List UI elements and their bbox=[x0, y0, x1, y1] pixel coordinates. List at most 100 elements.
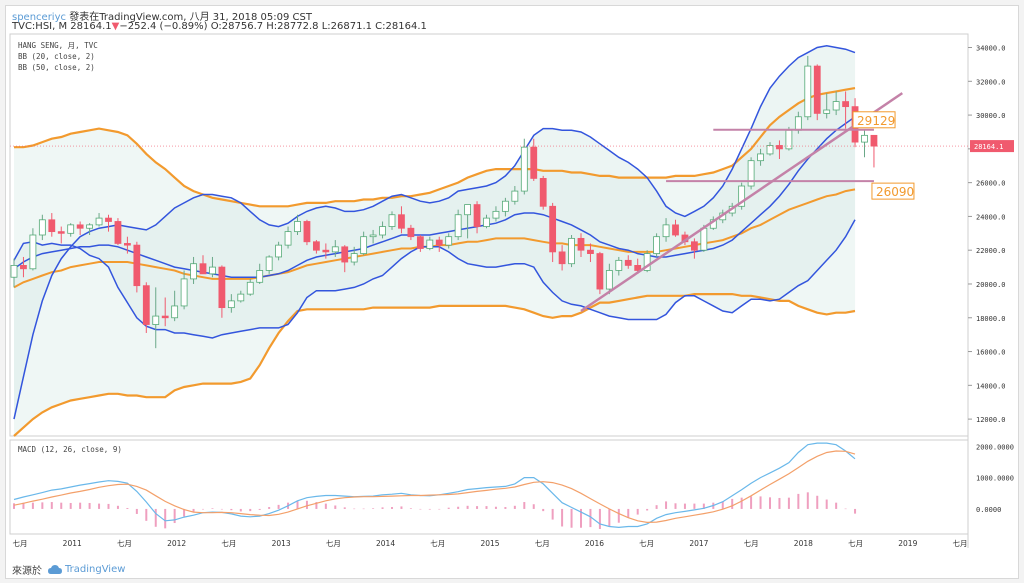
candle bbox=[483, 217, 490, 227]
macd-hist-bar bbox=[844, 508, 847, 510]
candle bbox=[303, 221, 311, 243]
macd-hist-bar bbox=[750, 496, 753, 509]
candle bbox=[86, 224, 93, 229]
price-tick-label: 24000.0 bbox=[976, 213, 1006, 221]
macd-hist-bar bbox=[721, 501, 724, 509]
candle bbox=[615, 259, 623, 271]
macd-hist-bar bbox=[173, 508, 176, 524]
macd-hist-bar bbox=[419, 508, 422, 510]
candle bbox=[672, 224, 679, 236]
candle bbox=[634, 265, 642, 271]
macd-hist-bar bbox=[315, 502, 318, 509]
bb50-basis-line bbox=[13, 188, 856, 289]
macd-hist-bar bbox=[79, 502, 82, 509]
macd-hist-bar bbox=[362, 508, 365, 510]
candle bbox=[407, 227, 415, 238]
macd-hist-bar bbox=[50, 502, 53, 509]
legend-entry: BB (50, close, 2) bbox=[18, 63, 95, 72]
macd-hist-bar bbox=[22, 502, 25, 509]
candle bbox=[133, 244, 141, 287]
macd-hist-bar bbox=[211, 508, 214, 509]
time-axis-label: 2019 bbox=[898, 539, 917, 548]
macd-hist-bar bbox=[183, 508, 186, 517]
candle bbox=[539, 178, 547, 207]
time-axis-label: 七月 bbox=[639, 539, 654, 548]
candle bbox=[549, 205, 557, 253]
candle bbox=[454, 214, 462, 238]
time-axis-label: 七月 bbox=[117, 539, 132, 548]
price-tick-label: 12000.0 bbox=[976, 416, 1006, 424]
macd-hist-bar bbox=[476, 506, 479, 509]
annotation-label: 26090 bbox=[876, 185, 914, 199]
candle bbox=[842, 101, 849, 108]
time-axis-label: 2016 bbox=[585, 539, 604, 548]
time-axis-label: 2015 bbox=[480, 539, 499, 548]
price-chart[interactable]: 34000.032000.030000.028000.026000.024000… bbox=[6, 6, 1018, 556]
macd-legend: MACD (12, 26, close, 9) bbox=[18, 445, 122, 454]
time-axis-label: 2018 bbox=[794, 539, 813, 548]
macd-hist-bar bbox=[164, 508, 167, 529]
price-tick-label: 20000.0 bbox=[976, 281, 1006, 289]
time-axis-label: 七月 bbox=[430, 539, 445, 548]
macd-hist-bar bbox=[324, 503, 327, 509]
candle bbox=[445, 236, 453, 246]
macd-hist-bar bbox=[372, 508, 375, 509]
candle bbox=[794, 116, 802, 131]
time-axis-label: 2014 bbox=[376, 539, 395, 548]
macd-hist-bar bbox=[702, 503, 705, 509]
time-axis-label: 2012 bbox=[167, 539, 186, 548]
candle bbox=[190, 263, 197, 280]
candle bbox=[218, 266, 226, 309]
candle bbox=[501, 200, 509, 212]
candle bbox=[520, 146, 528, 192]
candle bbox=[199, 263, 207, 275]
candle bbox=[152, 315, 160, 325]
macd-hist-bar bbox=[608, 508, 611, 527]
candle bbox=[416, 236, 424, 249]
last-price-tag bbox=[970, 140, 1014, 153]
time-axis-label: 七月 bbox=[221, 539, 236, 548]
macd-hist-bar bbox=[589, 508, 592, 528]
macd-hist-bar bbox=[154, 508, 157, 527]
macd-hist-bar bbox=[504, 507, 507, 509]
time-axis-label: 七月 bbox=[848, 539, 863, 548]
macd-hist-bar bbox=[249, 508, 252, 512]
candle bbox=[161, 315, 169, 319]
candle bbox=[691, 241, 698, 251]
ticker-prefix: TVC:HSI, M bbox=[12, 21, 68, 32]
candle bbox=[766, 145, 774, 155]
candle bbox=[142, 285, 150, 325]
annotation-box bbox=[852, 111, 896, 129]
macd-line bbox=[13, 442, 856, 529]
candle bbox=[530, 146, 538, 179]
candle bbox=[379, 226, 386, 236]
candle bbox=[823, 109, 831, 114]
macd-hist-bar bbox=[135, 508, 138, 514]
candle bbox=[38, 219, 46, 236]
candle bbox=[700, 227, 708, 251]
macd-hist-bar bbox=[854, 508, 857, 514]
macd-hist-bar bbox=[145, 508, 148, 521]
publish-line: spenceriyc 發表在TradingView.com, 八月 31, 20… bbox=[12, 8, 312, 23]
tradingview-logo[interactable]: TradingView bbox=[48, 564, 125, 575]
macd-hist-bar bbox=[98, 503, 101, 509]
macd-hist-bar bbox=[126, 507, 129, 509]
candle bbox=[67, 224, 75, 234]
author-link[interactable]: spenceriyc bbox=[12, 12, 67, 23]
candle bbox=[596, 253, 604, 290]
candle bbox=[246, 281, 254, 295]
candle bbox=[426, 239, 434, 249]
macd-hist-bar bbox=[13, 503, 15, 509]
macd-hist-bar bbox=[88, 502, 91, 509]
macd-hist-bar bbox=[400, 506, 403, 509]
bb50-upper-line bbox=[14, 87, 856, 208]
source-label: 來源於 bbox=[12, 566, 42, 577]
candle bbox=[114, 221, 122, 244]
macd-hist-bar bbox=[665, 501, 668, 509]
macd-hist-bar bbox=[268, 507, 271, 509]
macd-hist-bar bbox=[787, 497, 790, 509]
price-tick-label: 34000.0 bbox=[976, 45, 1006, 53]
candle bbox=[20, 265, 27, 270]
candle bbox=[738, 185, 746, 207]
macd-hist-bar bbox=[513, 505, 516, 509]
